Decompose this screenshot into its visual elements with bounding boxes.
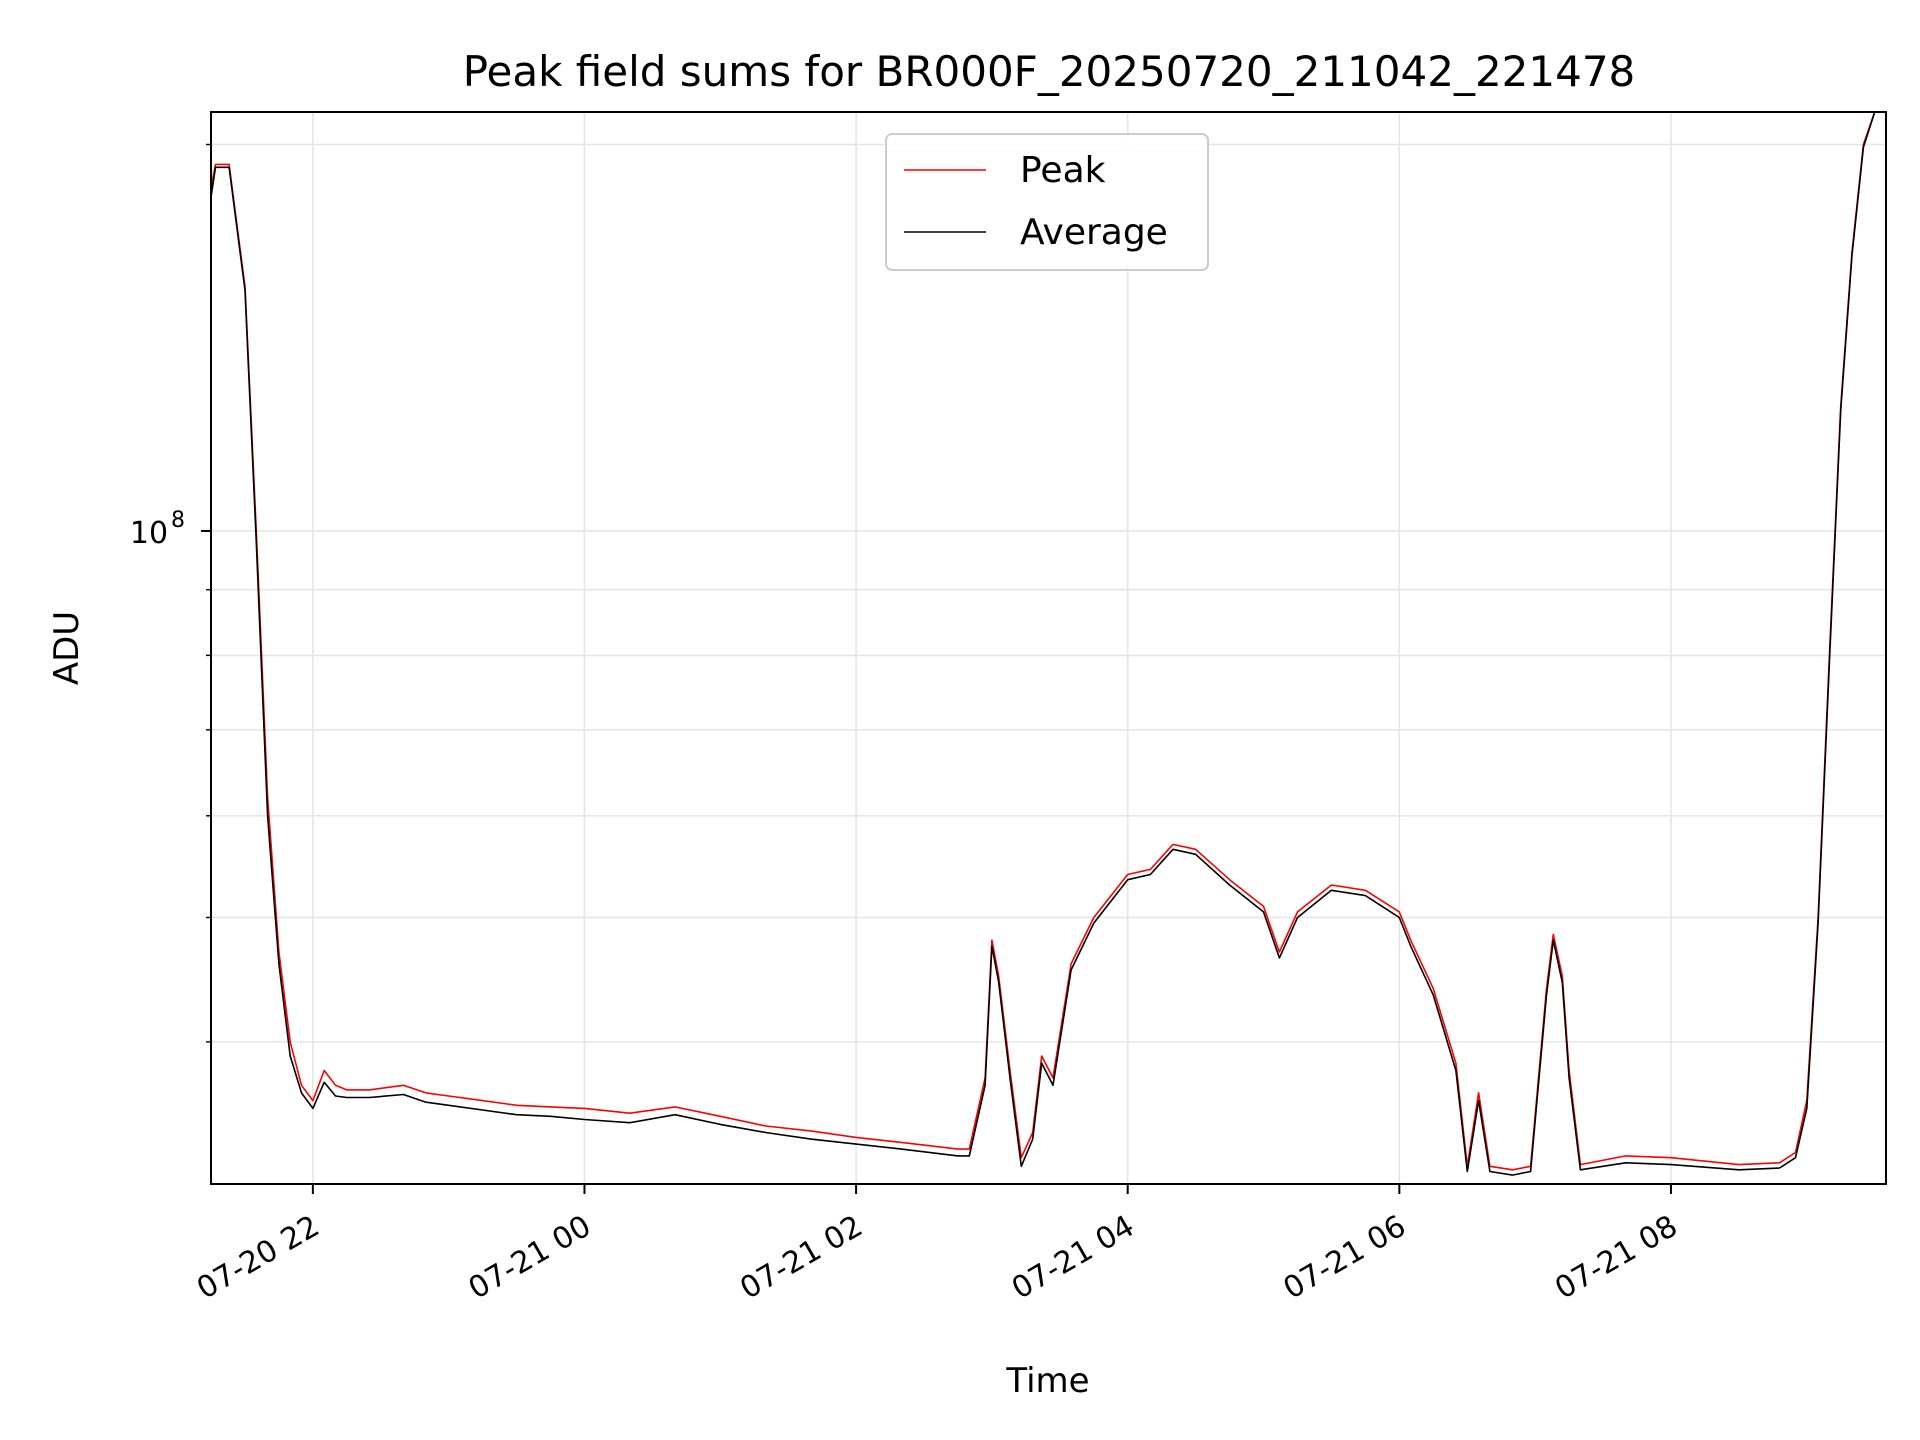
y-tick-label: 10 bbox=[130, 516, 168, 551]
x-axis-label: Time bbox=[1005, 1361, 1089, 1401]
plot-area-frame bbox=[210, 111, 1887, 1185]
legend-box bbox=[885, 133, 1209, 271]
legend-label-average: Average bbox=[1020, 212, 1168, 253]
series-line-peak bbox=[210, 111, 1886, 1171]
y-axis: 10 8 bbox=[130, 143, 211, 1043]
series-line-average bbox=[210, 111, 1886, 1176]
chart-title: Peak field sums for BR000F_20250720_2110… bbox=[463, 47, 1636, 96]
legend: Peak Average bbox=[885, 133, 1209, 271]
legend-label-peak: Peak bbox=[1020, 150, 1106, 191]
y-axis-label: ADU bbox=[47, 611, 87, 685]
series-layer bbox=[210, 111, 1886, 1176]
y-tick-label-exponent: 8 bbox=[171, 508, 185, 533]
